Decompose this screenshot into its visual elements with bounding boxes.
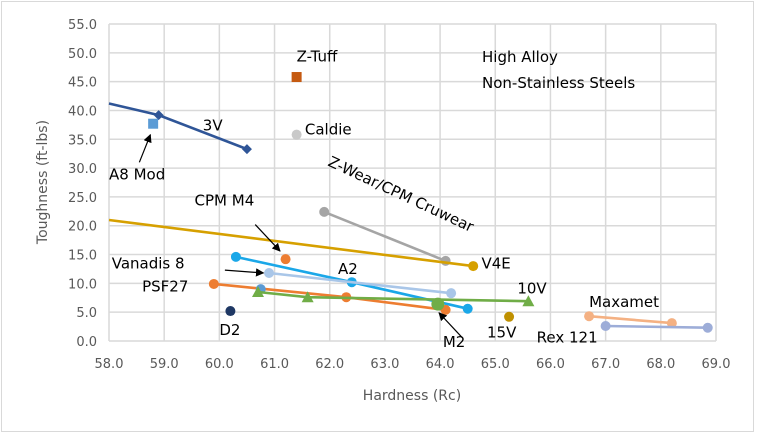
x-tick-label: 62.0 (315, 357, 344, 372)
callout-arrow (438, 312, 463, 338)
data-point (462, 303, 473, 314)
series-vanadis-8 (264, 267, 457, 299)
data-point (251, 286, 264, 298)
series-10v (251, 286, 535, 307)
point-label: 15V (487, 324, 517, 342)
data-point (319, 206, 330, 217)
y-tick-label: 55.0 (68, 18, 97, 33)
series-line (605, 324, 708, 329)
point-label: A8 Mod (109, 166, 165, 184)
series-maxamet (584, 311, 677, 329)
series-layer (108, 72, 713, 333)
data-point (291, 129, 302, 140)
data-point (301, 291, 314, 303)
series-z-tuff (291, 72, 302, 83)
data-point (666, 318, 677, 329)
x-tick-label: 68.0 (646, 357, 675, 372)
data-point (225, 306, 236, 317)
point-label: M2 (443, 333, 466, 351)
labels-layer: Z-Tuff Caldie 3V A8 Mod CPM M4 Vanadis 8 PSF27… (109, 47, 659, 350)
y-tick-label: 25.0 (68, 191, 97, 206)
data-point (584, 311, 595, 322)
y-axis-title: Toughness (ft-lbs) (35, 120, 51, 245)
point-label: Z-Wear/CPM Cruwear (325, 153, 477, 237)
x-axis-title: Hardness (Rc) (363, 388, 461, 404)
data-point (241, 144, 252, 155)
point-label: V4E (481, 254, 510, 272)
point-label: 3V (203, 117, 224, 135)
data-point (153, 110, 164, 121)
series-d2 (225, 306, 236, 317)
y-tick-label: 45.0 (68, 76, 97, 91)
gridlines (108, 23, 717, 342)
y-tick-labels: 0.0 5.0 10.0 15.0 20.0 25.0 30.0 35.0 40.0 45.0 50… (68, 18, 97, 350)
y-tick-label: 35.0 (68, 133, 97, 148)
series-3v (108, 102, 252, 155)
series-rex-121 (600, 321, 713, 333)
x-tick-label: 61.0 (260, 357, 289, 372)
callout-arrow (138, 133, 152, 163)
series-a8-mod (148, 118, 159, 129)
data-point (468, 261, 479, 272)
x-tick-label: 65.0 (481, 357, 510, 372)
data-point (431, 297, 445, 311)
point-label: CPM M4 (195, 192, 255, 210)
series-line (588, 314, 673, 325)
x-tick-label: 63.0 (370, 357, 399, 372)
data-point (280, 254, 291, 265)
callout-arrow (224, 268, 265, 277)
x-tick-label: 58.0 (95, 357, 124, 372)
x-tick-label: 64.0 (426, 357, 455, 372)
series-v4e (108, 218, 479, 272)
x-tick-label: 59.0 (150, 357, 179, 372)
data-point (230, 251, 241, 262)
callout-arrow (254, 224, 281, 252)
x-tick-labels: 58.0 59.0 60.0 61.0 62.0 63.0 64.0 65.0 66.0 67.0… (95, 357, 731, 372)
point-label: PSF27 (142, 277, 188, 295)
series-caldie (291, 129, 302, 140)
data-point (291, 72, 302, 83)
arrows-layer (138, 133, 463, 338)
point-label: A2 (338, 260, 358, 278)
series-z-wear-cpm-cruwear (319, 206, 451, 266)
data-point (148, 118, 159, 129)
series-cpm-m4 (280, 254, 291, 265)
data-point (600, 321, 611, 332)
data-point (702, 322, 713, 333)
x-tick-label: 60.0 (205, 357, 234, 372)
y-tick-label: 50.0 (68, 47, 97, 62)
y-tick-label: 15.0 (68, 249, 97, 264)
annotation-line-2: Non-Stainless Steels (482, 74, 635, 92)
point-label: Z-Tuff (297, 47, 338, 65)
x-tick-label: 67.0 (591, 357, 620, 372)
point-label: D2 (219, 321, 240, 339)
series-m2 (431, 297, 445, 311)
y-tick-label: 5.0 (76, 306, 97, 321)
point-label: Vanadis 8 (112, 254, 185, 272)
series-15v (504, 311, 515, 322)
y-tick-label: 0.0 (76, 335, 97, 350)
y-tick-label: 40.0 (68, 104, 97, 119)
data-point (504, 311, 515, 322)
y-tick-label: 20.0 (68, 220, 97, 235)
series-line (108, 218, 474, 268)
series-line (323, 210, 447, 263)
point-label: Rex 121 (537, 329, 598, 347)
point-label: Maxamet (589, 293, 659, 311)
data-point (264, 267, 275, 278)
series-line (268, 271, 452, 295)
annotation-line-1: High Alloy (482, 48, 558, 66)
data-point (208, 278, 219, 289)
y-tick-label: 10.0 (68, 277, 97, 292)
data-point (522, 295, 535, 307)
point-label: Caldie (305, 121, 352, 139)
x-tick-label: 66.0 (536, 357, 565, 372)
x-tick-label: 69.0 (702, 357, 731, 372)
point-label: 10V (517, 280, 547, 298)
y-tick-label: 30.0 (68, 162, 97, 177)
data-point (446, 288, 457, 299)
